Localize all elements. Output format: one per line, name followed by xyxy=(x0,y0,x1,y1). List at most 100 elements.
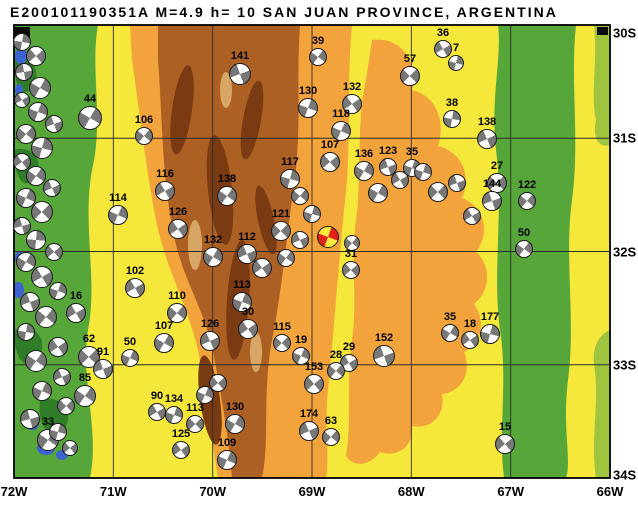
focal-mechanism[interactable] xyxy=(31,266,53,288)
focal-mechanism[interactable] xyxy=(62,440,78,456)
focal-mechanism[interactable] xyxy=(13,33,31,51)
focal-mechanism[interactable] xyxy=(148,403,166,421)
focal-mechanism[interactable] xyxy=(299,421,319,441)
focal-mechanism[interactable] xyxy=(165,406,183,424)
focal-mechanism[interactable] xyxy=(20,409,40,429)
focal-mechanism[interactable] xyxy=(53,368,71,386)
focal-mechanism[interactable] xyxy=(26,230,46,250)
focal-mechanism[interactable] xyxy=(31,201,53,223)
focal-mechanism[interactable] xyxy=(43,179,61,197)
focal-mechanism[interactable] xyxy=(17,323,35,341)
focal-mechanism[interactable] xyxy=(13,217,31,235)
focal-mechanism[interactable] xyxy=(200,331,220,351)
focal-mechanism[interactable] xyxy=(309,48,327,66)
focal-mechanism[interactable] xyxy=(229,63,251,85)
focal-mechanism[interactable] xyxy=(32,381,52,401)
focal-mechanism[interactable] xyxy=(434,40,452,58)
focal-mechanism[interactable] xyxy=(16,124,36,144)
focal-mechanism[interactable] xyxy=(320,152,340,172)
focal-mechanism[interactable] xyxy=(448,174,466,192)
focal-mechanism[interactable] xyxy=(78,106,102,130)
focal-mechanism[interactable] xyxy=(15,63,33,81)
focal-mechanism[interactable] xyxy=(74,385,96,407)
focal-mechanism[interactable] xyxy=(29,77,51,99)
focal-mechanism[interactable] xyxy=(271,221,291,241)
focal-mechanism[interactable] xyxy=(400,66,420,86)
focal-mechanism[interactable] xyxy=(93,359,113,379)
focal-mechanism[interactable] xyxy=(121,349,139,367)
focal-mechanism[interactable] xyxy=(477,129,497,149)
focal-mechanism[interactable] xyxy=(291,231,309,249)
focal-mechanism[interactable] xyxy=(280,169,300,189)
focal-mechanism[interactable] xyxy=(292,347,310,365)
focal-mechanism[interactable] xyxy=(342,94,362,114)
focal-mechanism[interactable] xyxy=(16,252,36,272)
focal-mechanism[interactable] xyxy=(344,235,360,251)
focal-mechanism[interactable] xyxy=(16,188,36,208)
focal-mechanism[interactable] xyxy=(26,166,46,186)
focal-mechanism-highlight[interactable] xyxy=(317,226,339,248)
focal-mechanism[interactable] xyxy=(515,240,533,258)
focal-mechanism[interactable] xyxy=(480,324,500,344)
focal-mechanism[interactable] xyxy=(203,247,223,267)
focal-mechanism[interactable] xyxy=(13,153,31,171)
focal-mechanism[interactable] xyxy=(135,127,153,145)
focal-mechanism[interactable] xyxy=(25,350,47,372)
focal-mechanism[interactable] xyxy=(331,121,351,141)
focal-mechanism[interactable] xyxy=(168,219,188,239)
focal-mechanism[interactable] xyxy=(443,110,461,128)
focal-mechanism[interactable] xyxy=(225,414,245,434)
focal-mechanism[interactable] xyxy=(45,115,63,133)
focal-mechanism[interactable] xyxy=(196,386,214,404)
focal-mechanism[interactable] xyxy=(273,334,291,352)
focal-mechanism[interactable] xyxy=(463,207,481,225)
focal-mechanism[interactable] xyxy=(518,192,536,210)
focal-mechanism[interactable] xyxy=(232,292,252,312)
focal-mechanism[interactable] xyxy=(354,161,374,181)
focal-mechanism[interactable] xyxy=(45,243,63,261)
focal-mechanism[interactable] xyxy=(304,374,324,394)
focal-mechanism[interactable] xyxy=(368,183,388,203)
focal-mechanism[interactable] xyxy=(303,205,321,223)
focal-mechanism[interactable] xyxy=(391,171,409,189)
focal-mechanism[interactable] xyxy=(155,181,175,201)
focal-mechanism[interactable] xyxy=(49,282,67,300)
focal-mechanism[interactable] xyxy=(291,187,309,205)
focal-mechanism[interactable] xyxy=(298,98,318,118)
focal-mechanism[interactable] xyxy=(373,345,395,367)
focal-mechanism[interactable] xyxy=(461,331,479,349)
focal-mechanism[interactable] xyxy=(35,306,57,328)
focal-mechanism[interactable] xyxy=(414,163,432,181)
focal-mechanism[interactable] xyxy=(20,292,40,312)
focal-mechanism[interactable] xyxy=(495,434,515,454)
focal-mechanism[interactable] xyxy=(167,303,187,323)
focal-mechanism[interactable] xyxy=(28,102,48,122)
focal-mechanism[interactable] xyxy=(342,261,360,279)
focal-mechanism[interactable] xyxy=(441,324,459,342)
focal-mechanism[interactable] xyxy=(209,374,227,392)
focal-mechanism[interactable] xyxy=(217,186,237,206)
focal-mechanism[interactable] xyxy=(108,205,128,225)
focal-mechanism[interactable] xyxy=(237,244,257,264)
focal-mechanism[interactable] xyxy=(277,249,295,267)
focal-mechanism[interactable] xyxy=(186,415,204,433)
focal-mechanism[interactable] xyxy=(217,450,237,470)
focal-mechanism[interactable] xyxy=(26,46,46,66)
focal-mechanism[interactable] xyxy=(154,333,174,353)
focal-mechanism[interactable] xyxy=(379,158,397,176)
focal-mechanism[interactable] xyxy=(172,441,190,459)
focal-mechanism[interactable] xyxy=(14,92,30,108)
focal-mechanism[interactable] xyxy=(482,191,502,211)
focal-mechanism[interactable] xyxy=(238,319,258,339)
focal-mechanism[interactable] xyxy=(327,362,345,380)
focal-mechanism[interactable] xyxy=(31,137,53,159)
focal-mechanism[interactable] xyxy=(448,55,464,71)
focal-mechanism[interactable] xyxy=(428,182,448,202)
focal-mechanism[interactable] xyxy=(252,258,272,278)
focal-mechanism[interactable] xyxy=(49,423,67,441)
focal-mechanism[interactable] xyxy=(48,337,68,357)
focal-mechanism[interactable] xyxy=(66,303,86,323)
focal-mechanism[interactable] xyxy=(57,397,75,415)
focal-mechanism[interactable] xyxy=(125,278,145,298)
focal-mechanism[interactable] xyxy=(322,428,340,446)
